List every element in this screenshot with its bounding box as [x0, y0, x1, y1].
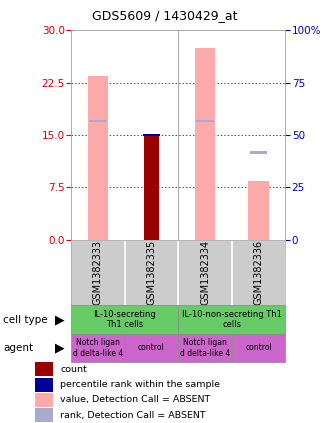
Text: GSM1382335: GSM1382335	[147, 240, 156, 305]
Bar	[125, 334, 178, 362]
Text: ▶: ▶	[55, 341, 64, 354]
Text: cell type: cell type	[3, 315, 48, 325]
Text: percentile rank within the sample: percentile rank within the sample	[60, 380, 220, 389]
Text: count: count	[60, 365, 87, 374]
Text: Notch ligan
d delta-like 4: Notch ligan d delta-like 4	[180, 338, 230, 357]
Bar	[35, 363, 52, 376]
Text: rank, Detection Call = ABSENT: rank, Detection Call = ABSENT	[60, 411, 206, 420]
Text: GSM1382334: GSM1382334	[200, 240, 210, 305]
Bar	[35, 378, 52, 392]
Bar	[87, 76, 108, 240]
Bar	[178, 305, 285, 334]
Bar	[248, 181, 269, 240]
Text: GSM1382336: GSM1382336	[254, 240, 264, 305]
Bar	[196, 120, 214, 123]
Bar	[143, 134, 160, 137]
Bar	[89, 120, 107, 123]
Text: IL-10-non-secreting Th1
cells: IL-10-non-secreting Th1 cells	[182, 310, 282, 330]
Text: IL-10-secreting
Th1 cells: IL-10-secreting Th1 cells	[93, 310, 156, 330]
Bar	[144, 135, 159, 240]
Text: control: control	[245, 343, 272, 352]
Bar	[250, 151, 268, 154]
Bar	[178, 334, 232, 362]
Text: value, Detection Call = ABSENT: value, Detection Call = ABSENT	[60, 396, 211, 404]
Bar	[71, 305, 178, 334]
Bar	[35, 409, 52, 422]
Bar	[232, 334, 285, 362]
Text: control: control	[138, 343, 165, 352]
Text: ▶: ▶	[55, 313, 64, 326]
Bar	[71, 334, 125, 362]
Text: agent: agent	[3, 343, 33, 353]
Text: GDS5609 / 1430429_at: GDS5609 / 1430429_at	[92, 9, 238, 22]
Bar	[195, 48, 215, 240]
Text: GSM1382333: GSM1382333	[93, 240, 103, 305]
Text: Notch ligan
d delta-like 4: Notch ligan d delta-like 4	[73, 338, 123, 357]
Bar	[35, 393, 52, 407]
